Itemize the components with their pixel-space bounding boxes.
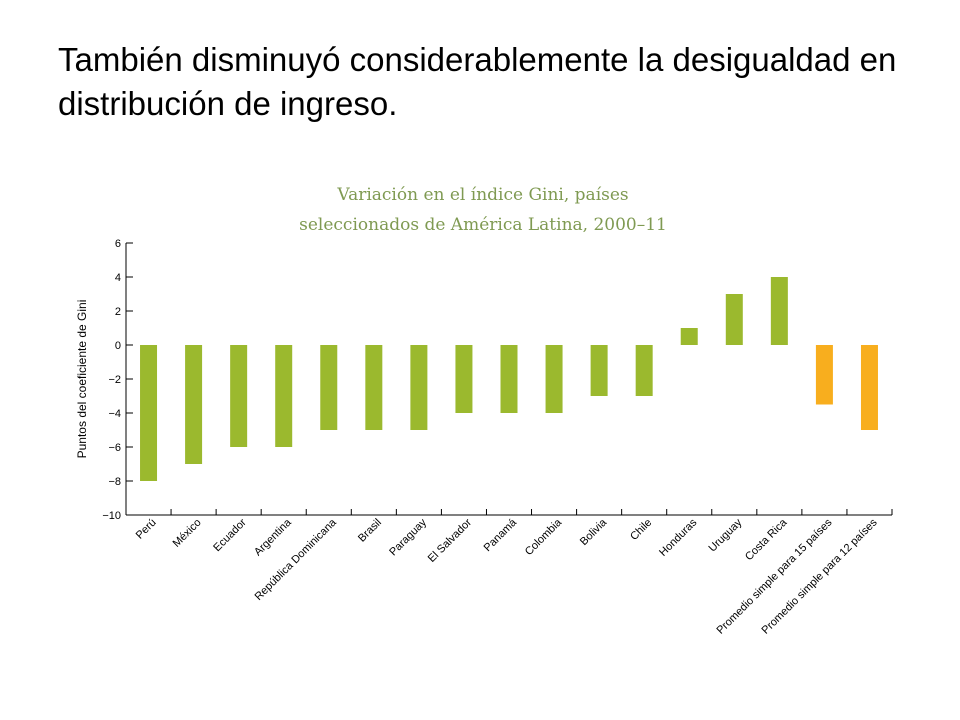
y-tick-label: −10 [102, 510, 121, 522]
x-tick-label: Uruguay [707, 516, 745, 554]
bar [410, 345, 428, 430]
bar [140, 345, 158, 481]
bar [635, 345, 653, 396]
x-tick-label: México [171, 517, 204, 550]
y-tick-label: −2 [108, 374, 121, 386]
bar [320, 345, 338, 430]
x-tick-label: Panamá [482, 516, 520, 554]
slide-title: También disminuyó considerablemente la d… [58, 41, 897, 122]
bar [365, 345, 383, 430]
y-tick-label: −8 [108, 476, 121, 488]
bar [860, 345, 878, 430]
bar [725, 294, 743, 345]
bar [500, 345, 518, 413]
x-tick-label: República Dominicana [253, 516, 340, 603]
bar [275, 345, 293, 447]
x-tick-label: Ecuador [211, 516, 249, 554]
bar [770, 277, 788, 345]
y-tick-label: 2 [115, 306, 121, 318]
x-tick-label: Argentina [252, 516, 294, 558]
bar [590, 345, 608, 396]
x-tick-label: Chile [628, 517, 654, 543]
x-tick-label: Brasil [356, 517, 384, 545]
x-tick-label: Paraguay [387, 516, 429, 558]
y-tick-label: 6 [115, 238, 121, 250]
chart-title-line-1: Variación en el índice Gini, países [336, 185, 628, 205]
bar [815, 345, 833, 405]
x-tick-label: El Salvador [426, 516, 474, 564]
x-tick-label: Bolivia [578, 516, 610, 548]
x-tick-label: Colombia [523, 516, 565, 558]
y-axis-label: Puntos del coeficiente de Gini [75, 300, 89, 459]
bar [545, 345, 563, 413]
chart-title-line-2: seleccionados de América Latina, 2000–11 [299, 215, 667, 235]
chart-marks: 6 4 2 0 −2 −4 −6 −8 −10 Perú México Ecuador Argentin… [102, 238, 893, 637]
y-tick-label: −6 [108, 442, 121, 454]
bar [230, 345, 248, 447]
bar [185, 345, 203, 464]
x-tick-label: Costa Rica [743, 516, 790, 563]
x-tick-label: Perú [134, 517, 159, 542]
bar [680, 328, 698, 345]
y-tick-label: −4 [108, 408, 121, 420]
bar [455, 345, 473, 413]
y-tick-label: 4 [115, 272, 121, 284]
y-tick-label: 0 [115, 340, 121, 352]
x-tick-label: Honduras [657, 516, 700, 559]
